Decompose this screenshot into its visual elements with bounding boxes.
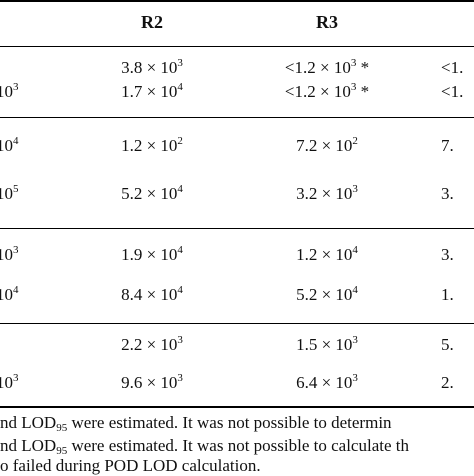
column-header-r2: R2: [141, 12, 163, 32]
cell-r3-exponent: 3: [352, 334, 358, 346]
cell-r2-mantissa: 9.6 × 10: [121, 373, 178, 392]
cell-clipped-left-base: 10: [0, 245, 13, 264]
table-top-rule: [0, 0, 474, 2]
cell-r2: 8.4 × 104: [121, 285, 183, 305]
cell-r3-exponent: 2: [352, 135, 358, 147]
cell-r2-mantissa: 8.4 × 10: [121, 285, 178, 304]
footnote-text: nd LOD: [0, 413, 57, 432]
cell-r2-mantissa: 3.8 × 10: [121, 58, 178, 77]
cell-clipped-left-exponent: 4: [13, 284, 19, 296]
cell-r3-mantissa: 7.2 × 10: [296, 136, 353, 155]
cell-r2-exponent: 3: [177, 57, 183, 69]
cell-clipped-left: 105: [0, 184, 19, 204]
cell-r3: <1.2 × 103 *: [285, 58, 369, 78]
footnote-text-rest: were estimated. It was not possible to c…: [67, 436, 409, 455]
cell-clipped-left-exponent: 5: [13, 183, 19, 195]
footnote-subscript: 95: [56, 422, 68, 434]
footnote-text: nd LOD: [0, 436, 57, 455]
cell-clipped-left-base: 10: [0, 136, 13, 155]
cell-r3-mantissa: 5.2 × 10: [296, 285, 353, 304]
cell-r3-mantissa: 6.4 × 10: [296, 373, 353, 392]
cell-r2: 1.2 × 102: [121, 136, 183, 156]
footnote-line: nd LOD95 were estimated. It was not poss…: [0, 413, 392, 434]
cell-r2-exponent: 4: [177, 81, 183, 93]
cell-r2-mantissa: 5.2 × 10: [121, 184, 178, 203]
cell-r4-clipped: <1.: [441, 58, 464, 77]
cell-r2: 3.8 × 103: [121, 58, 183, 78]
cell-r3-exponent: 4: [352, 284, 358, 296]
cell-clipped-left-exponent: 4: [13, 135, 19, 147]
cell-r2: 5.2 × 104: [121, 184, 183, 204]
cell-r3: 6.4 × 103: [296, 373, 358, 393]
cell-r3: 1.5 × 103: [296, 335, 358, 355]
cell-r2-exponent: 4: [177, 284, 183, 296]
cell-r2-exponent: 4: [177, 183, 183, 195]
group-2-bottom-rule: [0, 228, 474, 229]
cell-clipped-left-exponent: 3: [13, 81, 19, 93]
group-1-bottom-rule: [0, 117, 474, 118]
cell-r3-mantissa: 1.5 × 10: [296, 335, 353, 354]
cell-clipped-left: 104: [0, 136, 19, 156]
cell-r2-mantissa: 1.2 × 10: [121, 136, 178, 155]
cell-clipped-left: 103: [0, 82, 19, 102]
footnote-line: nd LOD95 were estimated. It was not poss…: [0, 436, 409, 457]
cell-r3: <1.2 × 103 *: [285, 82, 369, 102]
cell-clipped-left: 103: [0, 245, 19, 265]
cell-r2: 9.6 × 103: [121, 373, 183, 393]
cell-r2-exponent: 4: [177, 244, 183, 256]
cell-clipped-left-base: 10: [0, 184, 13, 203]
cell-r3-mantissa: <1.2 × 10: [284, 58, 351, 77]
cell-r3: 3.2 × 103: [296, 184, 358, 204]
cell-r3-footnote-mark: *: [356, 82, 370, 101]
group-3-bottom-rule: [0, 323, 474, 324]
cell-r2-mantissa: 1.7 × 10: [121, 82, 178, 101]
footnote-line: o failed during POD LOD calculation.: [0, 456, 261, 476]
cell-r2-exponent: 2: [177, 135, 183, 147]
cell-r3: 5.2 × 104: [296, 285, 358, 305]
cell-r2-exponent: 3: [177, 334, 183, 346]
cell-r4-clipped: <1.: [441, 82, 464, 101]
cell-r3-footnote-mark: *: [356, 58, 370, 77]
cell-r3: 1.2 × 104: [296, 245, 358, 265]
cell-r3-mantissa: 3.2 × 10: [296, 184, 353, 203]
cell-clipped-left-base: 10: [0, 82, 13, 101]
cell-clipped-left-exponent: 3: [13, 244, 19, 256]
cell-r2-exponent: 3: [177, 372, 183, 384]
cell-r3-mantissa: <1.2 × 10: [284, 82, 351, 101]
cell-clipped-left-exponent: 3: [13, 372, 19, 384]
cell-r3-mantissa: 1.2 × 10: [296, 245, 353, 264]
cell-clipped-left: 103: [0, 373, 19, 393]
cell-r4-clipped: 3.: [441, 245, 454, 264]
cell-clipped-left-base: 10: [0, 373, 13, 392]
cell-r3-exponent: 3: [350, 57, 357, 69]
cell-clipped-left: 104: [0, 285, 19, 305]
footnote-text: o failed during POD LOD calculation.: [0, 456, 261, 475]
header-bottom-rule: [0, 46, 474, 47]
cell-r3-exponent: 3: [352, 372, 358, 384]
table-bottom-rule: [0, 406, 474, 408]
cell-clipped-left-base: 10: [0, 285, 13, 304]
footnote-text-rest: were estimated. It was not possible to d…: [67, 413, 392, 432]
column-header-r3: R3: [316, 12, 338, 32]
cell-r3-exponent: 3: [350, 81, 357, 93]
cell-r3-exponent: 3: [352, 183, 358, 195]
cell-r4-clipped: 1.: [441, 285, 454, 304]
cell-r2: 1.7 × 104: [121, 82, 183, 102]
cell-r2: 1.9 × 104: [121, 245, 183, 265]
cell-r2-mantissa: 2.2 × 10: [121, 335, 178, 354]
cell-r2: 2.2 × 103: [121, 335, 183, 355]
cell-r3-exponent: 4: [352, 244, 358, 256]
cell-r4-clipped: 7.: [441, 136, 454, 155]
footnote-subscript: 95: [56, 445, 68, 457]
cell-r3: 7.2 × 102: [296, 136, 358, 156]
cell-r2-mantissa: 1.9 × 10: [121, 245, 178, 264]
cell-r4-clipped: 3.: [441, 184, 454, 203]
cell-r4-clipped: 2.: [441, 373, 454, 392]
cell-r4-clipped: 5.: [441, 335, 454, 354]
